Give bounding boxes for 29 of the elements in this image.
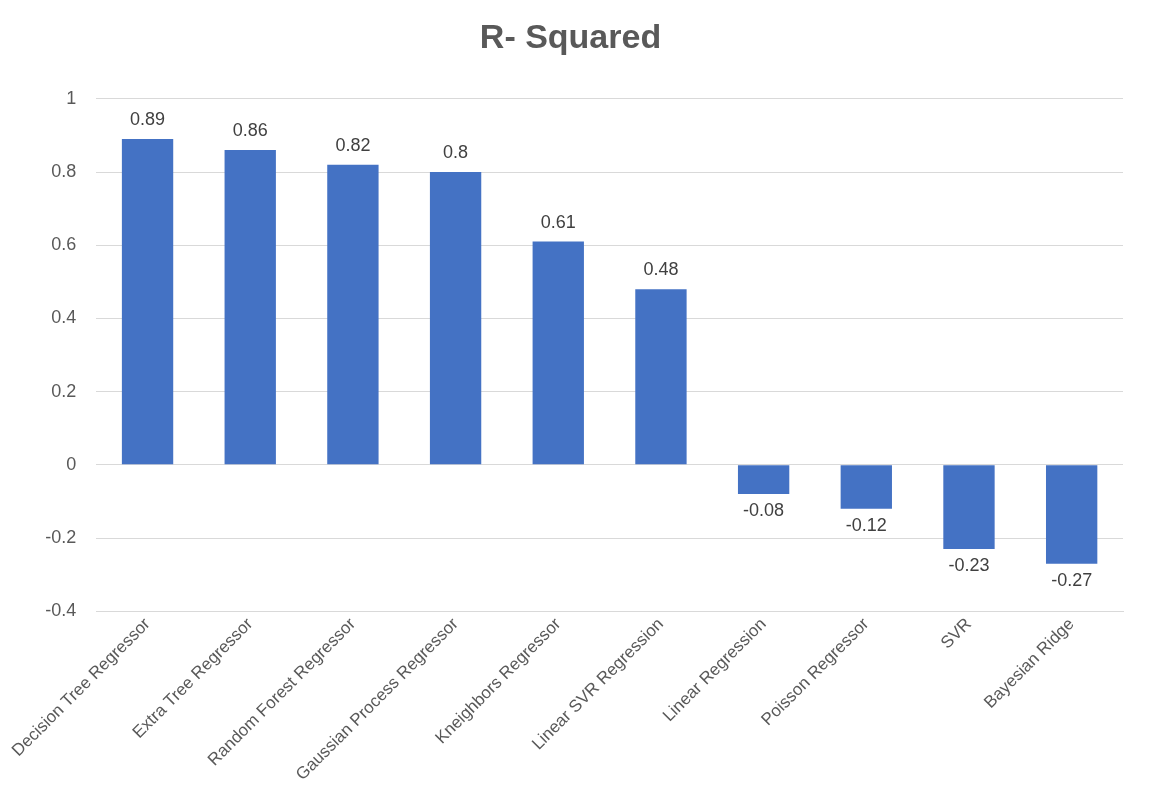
bar	[327, 164, 379, 465]
y-tick-label: -0.4	[45, 600, 77, 621]
y-tick-label: 1	[66, 87, 77, 108]
data-label: 0.8	[443, 141, 469, 162]
data-label: 0.86	[232, 120, 268, 141]
data-label: -0.12	[845, 514, 887, 535]
bar	[737, 465, 790, 495]
y-tick-label: 0.2	[51, 380, 77, 401]
y-tick-label: 0	[66, 453, 77, 474]
bar	[840, 465, 892, 509]
bar	[429, 172, 482, 465]
data-label: 0.89	[130, 109, 166, 130]
data-label: -0.23	[948, 554, 990, 575]
data-label: 0.48	[643, 259, 679, 280]
y-tick-label: 0.4	[51, 307, 77, 328]
bar	[1045, 465, 1098, 564]
bar	[943, 465, 995, 550]
bar	[635, 289, 687, 465]
y-tick-label: -0.2	[45, 527, 77, 547]
data-label: 0.61	[540, 211, 576, 232]
data-label: -0.08	[743, 500, 785, 521]
y-tick-label: 0.6	[51, 234, 77, 255]
chart-title: R- Squared	[479, 16, 662, 55]
bar	[532, 241, 584, 465]
bar	[121, 139, 174, 465]
y-tick-label: 0.8	[51, 160, 77, 181]
data-label: -0.27	[1051, 569, 1093, 590]
bar	[224, 150, 276, 465]
data-label: 0.82	[335, 134, 371, 155]
